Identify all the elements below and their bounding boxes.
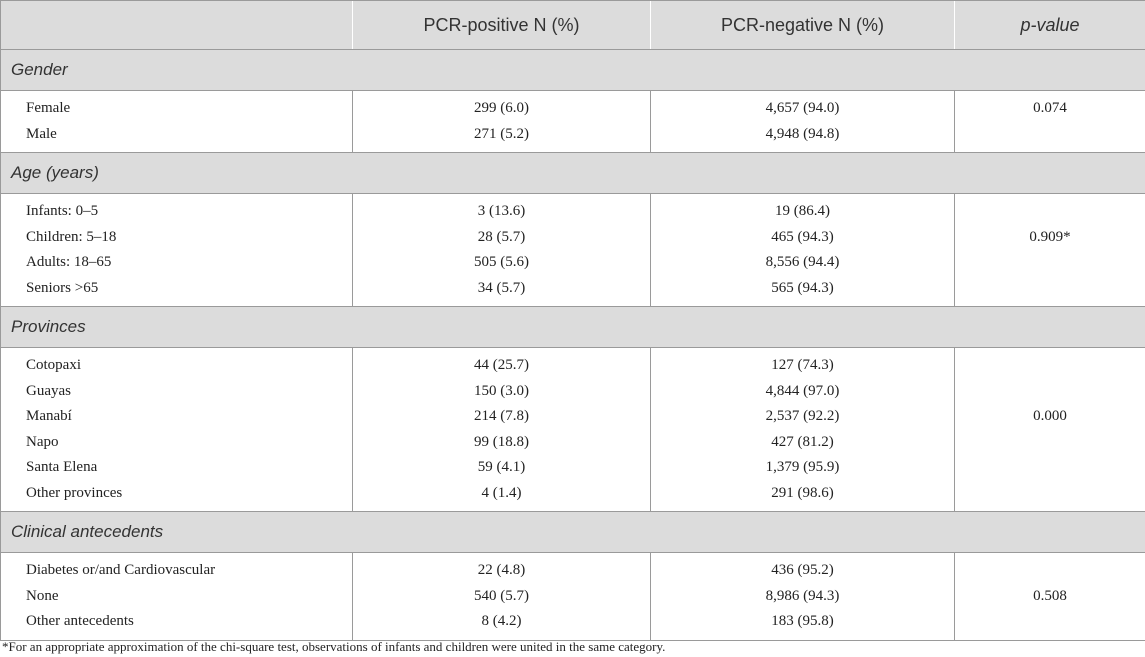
row-label: Diabetes or/and Cardiovascular: [0, 552, 353, 584]
row-label: Seniors >65: [0, 275, 353, 307]
p-value-cell: [954, 378, 1145, 404]
table-row: Seniors >65 34 (5.7) 565 (94.3): [0, 275, 1145, 307]
pcr-positive-cell: 28 (5.7): [352, 224, 651, 250]
table-row: Guayas 150 (3.0) 4,844 (97.0): [0, 378, 1145, 404]
p-value-cell: 0.000: [954, 404, 1145, 430]
row-label: None: [0, 583, 353, 609]
table-row: Santa Elena 59 (4.1) 1,379 (95.9): [0, 455, 1145, 481]
table-row: Infants: 0–5 3 (13.6) 19 (86.4): [0, 193, 1145, 225]
table-row: Diabetes or/and Cardiovascular 22 (4.8) 43…: [0, 552, 1145, 584]
section-title: Age (years): [0, 152, 1145, 194]
pcr-negative-cell: 291 (98.6): [650, 480, 955, 512]
p-value-cell: [954, 609, 1145, 641]
p-value-cell: [954, 193, 1145, 225]
pcr-positive-cell: 4 (1.4): [352, 480, 651, 512]
pcr-positive-cell: 44 (25.7): [352, 347, 651, 379]
pcr-positive-cell: 299 (6.0): [352, 90, 651, 122]
p-value-cell: [954, 552, 1145, 584]
section-title: Gender: [0, 49, 1145, 91]
pcr-positive-cell: 3 (13.6): [352, 193, 651, 225]
row-label: Other antecedents: [0, 609, 353, 641]
header-p-value: p-value: [954, 0, 1145, 50]
table-row: Male 271 (5.2) 4,948 (94.8): [0, 121, 1145, 153]
row-label: Guayas: [0, 378, 353, 404]
pcr-negative-cell: 183 (95.8): [650, 609, 955, 641]
pcr-negative-cell: 427 (81.2): [650, 429, 955, 455]
pcr-negative-cell: 4,948 (94.8): [650, 121, 955, 153]
table-row: Manabí 214 (7.8) 2,537 (92.2) 0.000: [0, 404, 1145, 430]
pcr-positive-cell: 505 (5.6): [352, 250, 651, 276]
header-variable: [0, 0, 353, 50]
section-row: Clinical antecedents: [0, 511, 1145, 553]
pcr-negative-cell: 465 (94.3): [650, 224, 955, 250]
pcr-negative-cell: 19 (86.4): [650, 193, 955, 225]
pcr-positive-cell: 22 (4.8): [352, 552, 651, 584]
pcr-negative-cell: 8,986 (94.3): [650, 583, 955, 609]
row-label: Other provinces: [0, 480, 353, 512]
table-row: Children: 5–18 28 (5.7) 465 (94.3) 0.909*: [0, 224, 1145, 250]
pcr-positive-cell: 99 (18.8): [352, 429, 651, 455]
row-label: Santa Elena: [0, 455, 353, 481]
pcr-positive-cell: 540 (5.7): [352, 583, 651, 609]
results-table: PCR-positive N (%) PCR-negative N (%) p-…: [0, 0, 1145, 641]
table-row: Female 299 (6.0) 4,657 (94.0) 0.074: [0, 90, 1145, 122]
pcr-negative-cell: 436 (95.2): [650, 552, 955, 584]
table-row: Adults: 18–65 505 (5.6) 8,556 (94.4): [0, 250, 1145, 276]
pcr-positive-cell: 8 (4.2): [352, 609, 651, 641]
p-value-cell: [954, 250, 1145, 276]
pcr-positive-cell: 271 (5.2): [352, 121, 651, 153]
row-label: Infants: 0–5: [0, 193, 353, 225]
table-row: Cotopaxi 44 (25.7) 127 (74.3): [0, 347, 1145, 379]
pcr-negative-cell: 4,844 (97.0): [650, 378, 955, 404]
section-title: Provinces: [0, 306, 1145, 348]
table-row: None 540 (5.7) 8,986 (94.3) 0.508: [0, 583, 1145, 609]
row-label: Adults: 18–65: [0, 250, 353, 276]
table-body: Gender Female 299 (6.0) 4,657 (94.0) 0.074 Ma…: [0, 49, 1145, 641]
p-value-cell: [954, 347, 1145, 379]
section-row: Provinces: [0, 306, 1145, 348]
row-label: Manabí: [0, 404, 353, 430]
pcr-positive-cell: 59 (4.1): [352, 455, 651, 481]
p-value-cell: 0.909*: [954, 224, 1145, 250]
p-value-cell: [954, 275, 1145, 307]
row-label: Female: [0, 90, 353, 122]
p-value-cell: [954, 480, 1145, 512]
pcr-positive-cell: 214 (7.8): [352, 404, 651, 430]
p-value-cell: [954, 455, 1145, 481]
section-row: Age (years): [0, 152, 1145, 194]
header-row: PCR-positive N (%) PCR-negative N (%) p-…: [0, 0, 1145, 50]
pcr-negative-cell: 127 (74.3): [650, 347, 955, 379]
pcr-positive-cell: 34 (5.7): [352, 275, 651, 307]
pcr-negative-cell: 1,379 (95.9): [650, 455, 955, 481]
table-row: Other antecedents 8 (4.2) 183 (95.8): [0, 609, 1145, 641]
row-label: Male: [0, 121, 353, 153]
pcr-positive-cell: 150 (3.0): [352, 378, 651, 404]
row-label: Napo: [0, 429, 353, 455]
row-label: Children: 5–18: [0, 224, 353, 250]
section-title: Clinical antecedents: [0, 511, 1145, 553]
p-value-cell: 0.074: [954, 90, 1145, 122]
p-value-cell: 0.508: [954, 583, 1145, 609]
pcr-negative-cell: 4,657 (94.0): [650, 90, 955, 122]
pcr-negative-cell: 2,537 (92.2): [650, 404, 955, 430]
pcr-negative-cell: 565 (94.3): [650, 275, 955, 307]
p-value-cell: [954, 121, 1145, 153]
header-pcr-negative: PCR-negative N (%): [650, 0, 955, 50]
table-row: Other provinces 4 (1.4) 291 (98.6): [0, 480, 1145, 512]
header-pcr-positive: PCR-positive N (%): [352, 0, 651, 50]
section-row: Gender: [0, 49, 1145, 91]
pcr-negative-cell: 8,556 (94.4): [650, 250, 955, 276]
p-value-cell: [954, 429, 1145, 455]
table-footnote: *For an appropriate approximation of the…: [2, 639, 666, 654]
row-label: Cotopaxi: [0, 347, 353, 379]
table-row: Napo 99 (18.8) 427 (81.2): [0, 429, 1145, 455]
